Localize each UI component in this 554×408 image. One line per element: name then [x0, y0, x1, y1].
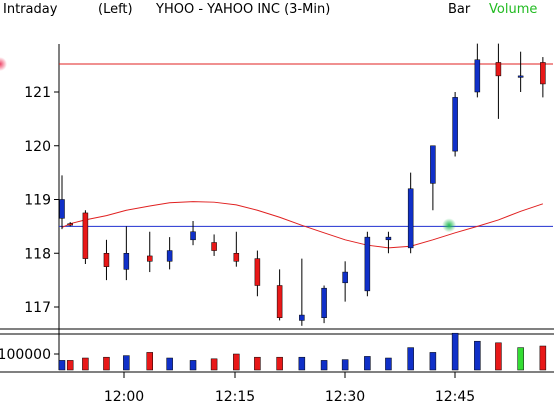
volume-bar[interactable] [123, 355, 130, 371]
candle-body[interactable] [190, 231, 196, 241]
volume-toggle[interactable]: Volume [489, 2, 538, 17]
candle-body[interactable] [147, 255, 153, 262]
volume-bar[interactable] [495, 342, 502, 371]
y-tick-label: 119 [24, 193, 51, 209]
candle-body[interactable] [166, 250, 173, 262]
y-tick-label: 117 [24, 300, 51, 316]
candle-body[interactable] [517, 75, 524, 78]
volume-bar[interactable] [82, 357, 89, 371]
candle-body[interactable] [452, 97, 458, 152]
moving-average-line [61, 201, 544, 249]
x-tick-label: 12:15 [215, 389, 255, 405]
candle-body[interactable] [103, 253, 110, 267]
volume-bar[interactable] [233, 353, 240, 371]
volume-bar[interactable] [146, 352, 153, 371]
volume-bar[interactable] [407, 347, 414, 371]
candle-body[interactable] [495, 62, 502, 77]
volume-bar[interactable] [276, 356, 283, 371]
volume-tick-label: 100000 [0, 347, 51, 363]
x-tick-label: 12:00 [104, 389, 144, 405]
candle-body[interactable] [364, 236, 371, 292]
volume-bar[interactable] [298, 356, 306, 371]
y-tick-label: 118 [24, 246, 51, 262]
volume-bar[interactable] [517, 347, 524, 371]
candle-body[interactable] [321, 287, 327, 318]
y-tick-label: 121 [24, 85, 51, 101]
axis-side-label[interactable]: (Left) [98, 2, 133, 17]
volume-bar[interactable] [385, 357, 392, 371]
candle-body[interactable] [474, 59, 481, 93]
intraday-mode-label[interactable]: Intraday [3, 2, 58, 17]
candle-body[interactable] [254, 258, 261, 286]
candle-body[interactable] [233, 253, 240, 262]
candle-body[interactable] [82, 212, 89, 259]
signal-marker[interactable] [442, 218, 457, 233]
candle-body[interactable] [385, 236, 392, 241]
volume-bar[interactable] [189, 360, 197, 371]
volume-bar[interactable] [341, 359, 349, 371]
volume-bar[interactable] [254, 356, 261, 371]
volume-bar[interactable] [210, 358, 218, 371]
candle-body[interactable] [59, 199, 65, 219]
candle-body[interactable] [67, 223, 73, 226]
candle-body[interactable] [276, 285, 283, 318]
candle-body[interactable] [430, 145, 436, 184]
volume-bar[interactable] [103, 356, 110, 371]
candle-body[interactable] [299, 314, 305, 321]
volume-bar[interactable] [451, 332, 459, 371]
volume-bar[interactable] [474, 340, 481, 371]
chart-header: Intraday (Left) YHOO - YAHOO INC (3-Min)… [0, 0, 554, 22]
candle-body[interactable] [540, 62, 546, 85]
candle-body[interactable] [342, 271, 348, 284]
y-tick-label: 120 [24, 139, 51, 155]
volume-bar[interactable] [320, 360, 328, 371]
signal-marker[interactable] [0, 57, 7, 72]
volume-bar[interactable] [539, 345, 547, 371]
x-tick-label: 12:30 [325, 389, 365, 405]
volume-bar[interactable] [429, 352, 437, 371]
chart-title: YHOO - YAHOO INC (3-Min) [156, 2, 331, 17]
volume-bar[interactable] [66, 360, 74, 371]
volume-bar[interactable] [58, 360, 66, 371]
x-tick-label: 12:45 [435, 389, 475, 405]
volume-bar[interactable] [166, 357, 173, 371]
candle-body[interactable] [407, 188, 414, 249]
candle-body[interactable] [123, 253, 130, 270]
bar-toggle[interactable]: Bar [448, 2, 471, 17]
candle-body[interactable] [211, 242, 217, 251]
volume-bar[interactable] [364, 356, 371, 371]
